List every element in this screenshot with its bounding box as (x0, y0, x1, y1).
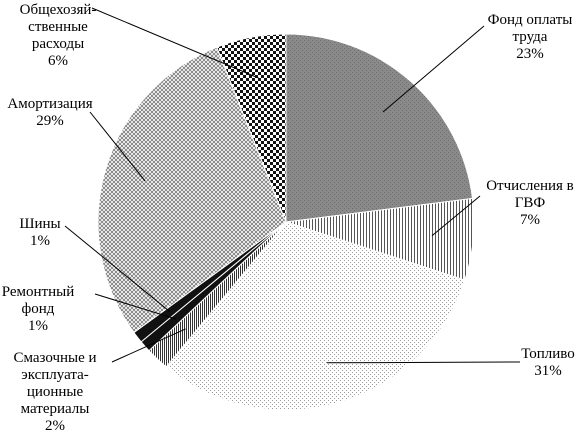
label-line: 1% (30, 233, 50, 249)
slice-overhead (216, 33, 287, 223)
label-depreciation: Амортизация 29% (7, 96, 92, 129)
label-line: материалы (21, 401, 90, 417)
label-line: ционные (27, 384, 84, 400)
slice-depreciation (97, 46, 287, 334)
leader-line (94, 293, 177, 320)
label-line: 6% (48, 53, 68, 69)
label-line: расходы (32, 36, 84, 52)
label-line: 1% (28, 318, 48, 334)
label-line: Общехозяй- (20, 2, 97, 18)
label-wage-fund: Фонд оплаты труда 23% (488, 12, 573, 62)
leader-line (326, 361, 521, 364)
label-line: Топливо (521, 346, 575, 362)
label-line: фонд (22, 301, 55, 317)
label-gvf-contrib: Отчисления в ГВФ 7% (486, 178, 574, 228)
label-line: Амортизация (7, 96, 92, 112)
leader-line (91, 7, 259, 79)
leader-line (382, 25, 485, 113)
leader-line (89, 111, 146, 182)
label-line: труда (513, 29, 548, 45)
label-line: Фонд оплаты (488, 12, 573, 28)
label-line: Отчисления в (486, 178, 574, 194)
label-line: Смазочные и (13, 350, 96, 366)
label-line: ственные (28, 19, 88, 35)
label-line: ГВФ (515, 195, 546, 211)
slice-wage-fund (285, 33, 474, 223)
label-line: эксплуата- (21, 367, 89, 383)
label-fuel: Топливо 31% (521, 346, 575, 379)
label-line: Ремонтный (2, 284, 75, 300)
leader-line (431, 195, 481, 237)
label-overhead: Общехозяй-ственные расходы 6% (20, 2, 97, 69)
label-line: 31% (534, 363, 562, 379)
label-lubricants: Смазочные и эксплуата-ционные материалы 2% (13, 350, 96, 434)
label-repair-fund: Ремонтный фонд 1% (2, 284, 75, 334)
label-tires: Шины 1% (19, 216, 60, 249)
label-line: Шины (19, 216, 60, 232)
label-line: 29% (36, 113, 64, 129)
leader-line (111, 328, 186, 363)
label-line: 2% (45, 418, 65, 434)
label-line: 23% (516, 46, 544, 62)
leader-line (64, 225, 171, 313)
label-line: 7% (520, 212, 540, 228)
